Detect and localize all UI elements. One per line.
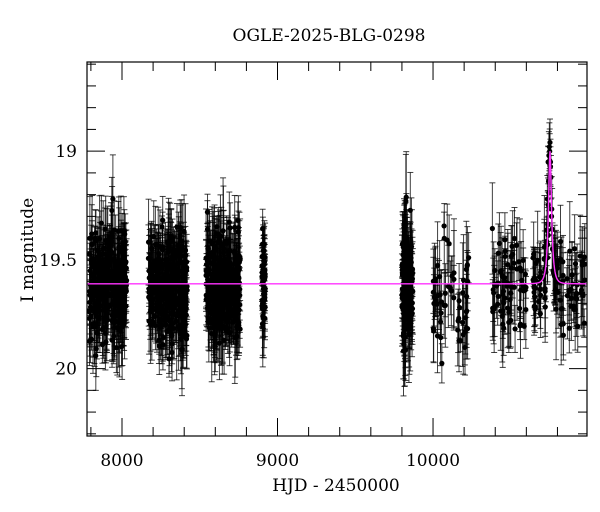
- chart-title: OGLE-2025-BLG-0298: [233, 26, 426, 46]
- y-axis-label: I magnitude: [18, 198, 38, 302]
- x-tick-label: 8000: [100, 451, 143, 471]
- x-axis-label: HJD - 2450000: [272, 476, 400, 496]
- y-tick-label: 20: [55, 360, 77, 380]
- x-tick-label: 9000: [256, 451, 299, 471]
- x-tick-label: 10000: [406, 451, 460, 471]
- y-tick-label: 19.5: [39, 251, 77, 271]
- plot-area: [87, 118, 587, 397]
- axes: 8000 9000 10000 19 19.5 20: [39, 61, 588, 471]
- y-tick-label: 19: [55, 142, 77, 162]
